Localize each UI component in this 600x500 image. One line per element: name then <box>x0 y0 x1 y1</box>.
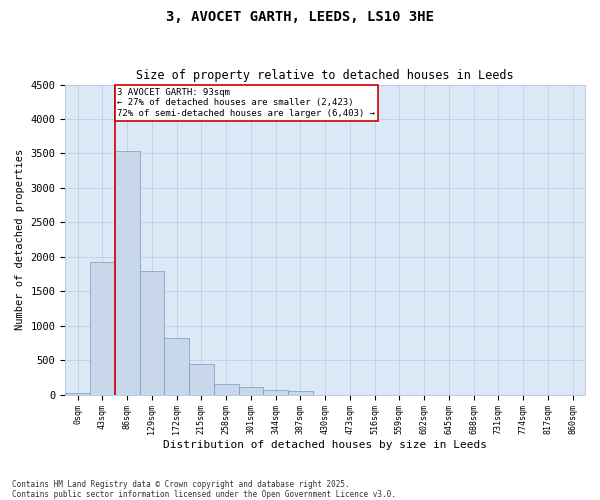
Bar <box>140 270 164 394</box>
Bar <box>263 390 288 394</box>
X-axis label: Distribution of detached houses by size in Leeds: Distribution of detached houses by size … <box>163 440 487 450</box>
Y-axis label: Number of detached properties: Number of detached properties <box>15 149 25 330</box>
Bar <box>214 384 239 394</box>
Text: Contains HM Land Registry data © Crown copyright and database right 2025.
Contai: Contains HM Land Registry data © Crown c… <box>12 480 396 499</box>
Text: 3 AVOCET GARTH: 93sqm
← 27% of detached houses are smaller (2,423)
72% of semi-d: 3 AVOCET GARTH: 93sqm ← 27% of detached … <box>117 88 375 118</box>
Bar <box>90 262 115 394</box>
Bar <box>115 150 140 394</box>
Text: 3, AVOCET GARTH, LEEDS, LS10 3HE: 3, AVOCET GARTH, LEEDS, LS10 3HE <box>166 10 434 24</box>
Title: Size of property relative to detached houses in Leeds: Size of property relative to detached ho… <box>136 69 514 82</box>
Bar <box>65 393 90 394</box>
Bar <box>189 364 214 394</box>
Bar <box>164 338 189 394</box>
Bar <box>239 388 263 394</box>
Bar <box>288 390 313 394</box>
